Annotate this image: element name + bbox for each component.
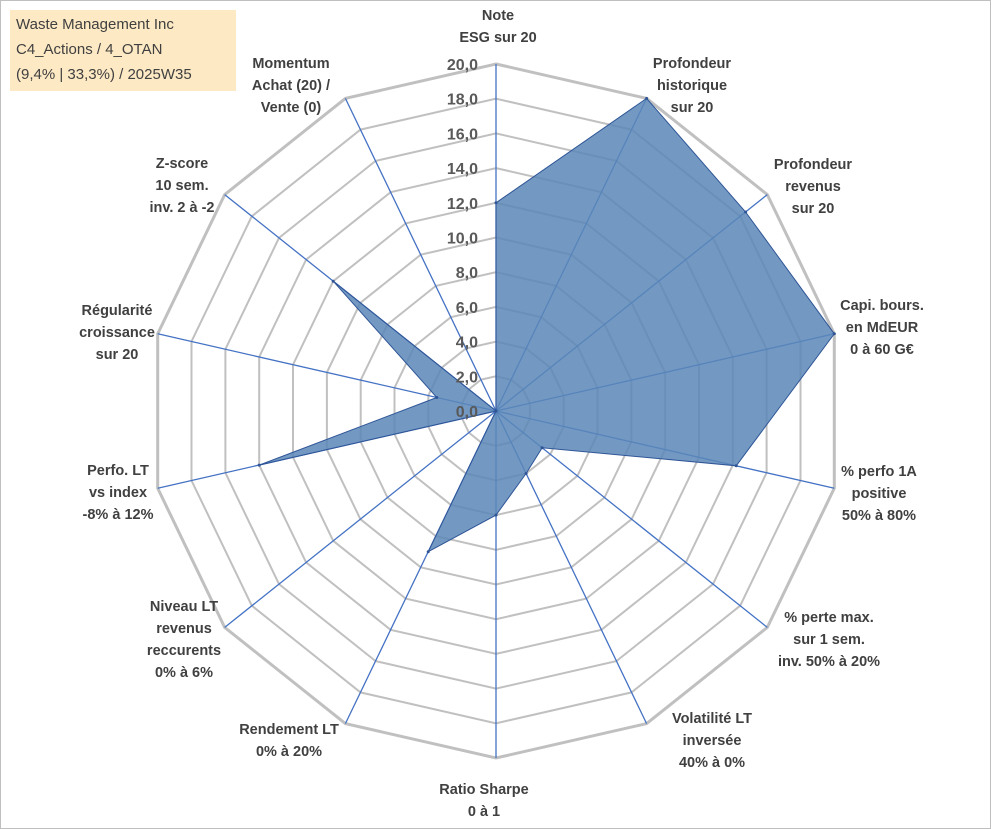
- axis-label: Capi. bours. en MdEUR 0 à 60 G€: [840, 298, 924, 358]
- axis-label: Rendement LT 0% à 20%: [239, 722, 339, 760]
- axis-label-line: positive: [852, 486, 907, 502]
- axis-label-line: Perfo. LT: [87, 463, 149, 479]
- axis-label-line: sur 20: [96, 347, 139, 363]
- axis-label-line: 0% à 6%: [155, 665, 213, 681]
- axis-label: Régularité croissance sur 20: [79, 303, 155, 363]
- info-box: Waste Management Inc C4_Actions / 4_OTAN…: [10, 10, 236, 91]
- data-point: [331, 279, 335, 283]
- data-point: [832, 332, 836, 336]
- data-point: [426, 550, 430, 554]
- data-point: [494, 513, 498, 517]
- axis-label: Note ESG sur 20: [459, 8, 536, 46]
- tick-label: 0,0: [456, 404, 478, 421]
- axis-label-line: Ratio Sharpe: [439, 782, 528, 798]
- axis-label-line: revenus: [156, 621, 212, 637]
- data-point: [734, 464, 738, 468]
- data-point: [524, 472, 528, 475]
- tick-label: 6,0: [456, 300, 478, 317]
- tick-label: 8,0: [456, 265, 478, 282]
- series-polygon: [259, 97, 835, 553]
- axis-label-line: -8% à 12%: [83, 507, 154, 523]
- axis-label: Momentum Achat (20) / Vente (0): [252, 56, 330, 116]
- axis-label-line: Volatilité LT: [672, 711, 752, 727]
- axis-label-line: Note: [482, 8, 514, 24]
- axis-label: Ratio Sharpe 0 à 1: [439, 782, 528, 820]
- data-point: [257, 463, 261, 467]
- axis-label-line: Capi. bours.: [840, 298, 924, 314]
- data-point: [435, 396, 439, 399]
- axis-label-line: Rendement LT: [239, 722, 339, 738]
- axis-label-line: sur 1 sem.: [793, 632, 865, 648]
- axis-label-line: Régularité: [82, 303, 153, 319]
- data-point: [540, 446, 544, 450]
- info-stats: (9,4% | 33,3%) / 2025W35: [16, 66, 192, 83]
- tick-label: 10,0: [447, 231, 478, 248]
- axis-label-line: 0 à 60 G€: [850, 342, 914, 358]
- series-area: [257, 96, 836, 554]
- info-category: C4_Actions / 4_OTAN: [16, 41, 163, 58]
- axis-label-line: % perte max.: [784, 610, 873, 626]
- axis-label-line: Niveau LT: [150, 599, 218, 615]
- axis-label-line: en MdEUR: [846, 320, 919, 336]
- axis-label-line: inv. 50% à 20%: [778, 654, 880, 670]
- axis-label-line: Profondeur: [653, 56, 731, 72]
- axis-labels: Note ESG sur 20 Profondeur historique sur 20…: [79, 8, 924, 820]
- axis-label-line: 0 à 1: [468, 804, 500, 820]
- tick-label: 12,0: [447, 196, 478, 213]
- axis-label-line: Profondeur: [774, 157, 852, 173]
- info-company-name: Waste Management Inc: [16, 16, 174, 33]
- axis-label-line: Achat (20) /: [252, 78, 330, 94]
- data-point: [494, 201, 498, 205]
- axis-label-line: 40% à 0%: [679, 755, 745, 771]
- axis-label: % perfo 1A positive 50% à 80%: [841, 464, 917, 524]
- axis-label-line: Vente (0): [261, 100, 322, 116]
- axis-label-line: inversée: [683, 733, 742, 749]
- axis-label-line: 0% à 20%: [256, 744, 322, 760]
- axis-label-line: Z-score: [156, 156, 208, 172]
- tick-label: 18,0: [447, 92, 478, 109]
- axis-label-line: ESG sur 20: [459, 30, 536, 46]
- axis-label-line: Momentum: [252, 56, 329, 72]
- axis-label-line: 10 sem.: [155, 178, 208, 194]
- axis-label-line: 50% à 80%: [842, 508, 916, 524]
- axis-label-line: sur 20: [792, 201, 835, 217]
- axis-label: Profondeur historique sur 20: [653, 56, 731, 116]
- axis-spoke: [344, 98, 497, 412]
- tick-labels: 0,0 2,0 4,0 6,0 8,0 10,0 12,0 14,0 16,0 18,0 20,0: [447, 57, 478, 421]
- axis-label: % perte max. sur 1 sem. inv. 50% à 20%: [778, 610, 880, 670]
- axis-label-line: sur 20: [671, 100, 714, 116]
- axis-label-line: vs index: [89, 485, 147, 501]
- axis-label: Volatilité LT inversée 40% à 0%: [672, 711, 752, 771]
- axis-spoke: [224, 410, 497, 628]
- data-point: [744, 210, 748, 214]
- axis-label: Niveau LT revenus reccurents 0% à 6%: [147, 599, 221, 681]
- axis-label: Profondeur revenus sur 20: [774, 157, 852, 217]
- tick-label: 14,0: [447, 161, 478, 178]
- axis-label: Z-score 10 sem. inv. 2 à -2: [149, 156, 214, 216]
- tick-label: 2,0: [456, 369, 478, 386]
- axis-label-line: historique: [657, 78, 727, 94]
- axis-label-line: reccurents: [147, 643, 221, 659]
- tick-label: 4,0: [456, 335, 478, 352]
- tick-label: 20,0: [447, 57, 478, 74]
- tick-label: 16,0: [447, 126, 478, 143]
- axis-label-line: croissance: [79, 325, 155, 341]
- axis-label: Perfo. LT vs index -8% à 12%: [83, 463, 154, 523]
- axis-label-line: revenus: [785, 179, 841, 195]
- data-point: [494, 409, 498, 413]
- axis-label-line: % perfo 1A: [841, 464, 917, 480]
- data-point: [645, 96, 649, 100]
- axis-label-line: inv. 2 à -2: [149, 200, 214, 216]
